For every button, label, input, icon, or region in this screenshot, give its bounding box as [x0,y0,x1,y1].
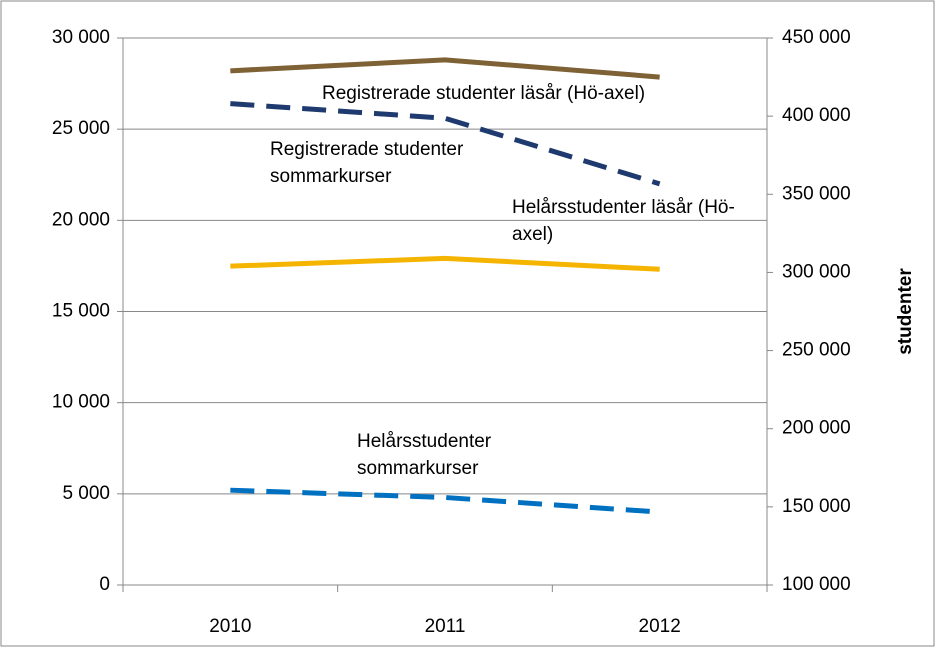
y2-tick-label: 400 000 [782,105,851,126]
series-line [230,57,660,80]
x-tick-label: 2012 [639,616,681,637]
y-tick-label: 15 000 [52,301,110,322]
y-tick-label: 20 000 [52,209,110,230]
y-tick-label: 0 [99,574,110,595]
series-label: Registrerade studenter sommarkurser [270,139,464,187]
series-label: Helårsstudenter läsår (Hö-axel) [512,197,735,245]
series-label: Registrerade studenter läsår (Hö-axel) [322,83,646,104]
y-tick-label: 30 000 [52,27,110,48]
x-tick-label: 2011 [425,616,466,637]
y2-tick-label: 250 000 [782,340,851,361]
y2-tick-label: 200 000 [782,418,851,439]
y2-tick-label: 300 000 [782,261,851,282]
y-tick-label: 5 000 [62,483,110,504]
series-label: Helårsstudenter sommarkurser [357,431,492,479]
series-line [230,101,661,187]
y2-tick-label: 150 000 [782,496,851,517]
y2-tick-label: 450 000 [782,27,851,48]
y-tick-label: 10 000 [52,392,110,413]
y2-axis-label: studenter [895,268,916,355]
y-tick-label: 25 000 [52,118,110,139]
y2-tick-label: 100 000 [782,574,851,595]
y2-tick-label: 350 000 [782,183,851,204]
x-tick-label: 2010 [209,616,251,637]
series-line [230,255,660,272]
